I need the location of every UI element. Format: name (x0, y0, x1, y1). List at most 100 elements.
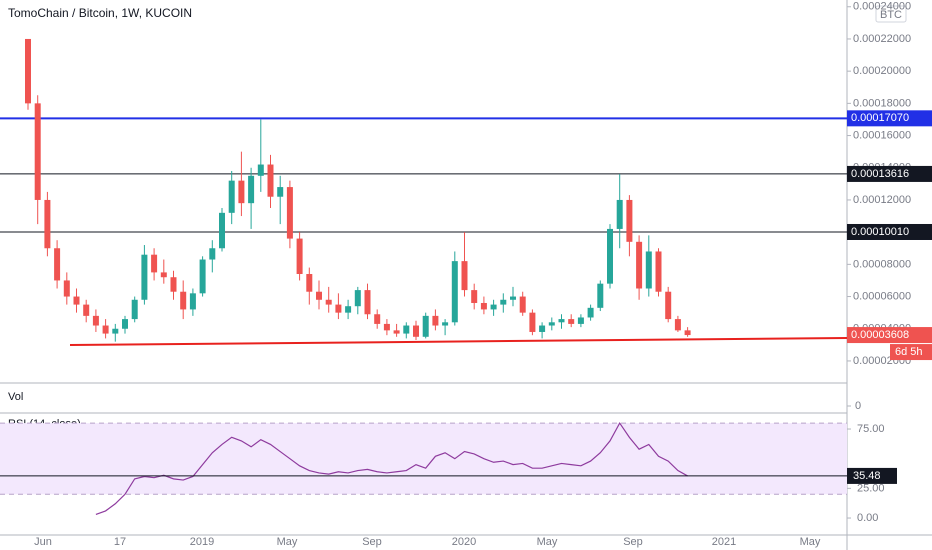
candle-body (189, 293, 196, 310)
candle-body (442, 322, 449, 326)
candle-body (684, 330, 691, 336)
x-tick-label: Sep (362, 536, 382, 548)
candle-body (131, 299, 138, 320)
rsi-value-box (847, 467, 897, 484)
candle-body (519, 296, 526, 313)
candle-body (83, 304, 90, 316)
rsi-value-label: 35.48 (853, 470, 881, 482)
candle-body (141, 254, 148, 300)
candle-body (180, 291, 187, 310)
candle-body (548, 322, 555, 326)
countdown-box (890, 344, 932, 361)
candle-body (209, 248, 216, 260)
candle-body (607, 228, 613, 284)
candle-body (510, 296, 516, 300)
last-price-box (847, 327, 932, 344)
candle-body (403, 325, 410, 334)
y-tick-label: 0.00008000 (853, 258, 911, 270)
trend-line (69, 337, 848, 346)
currency: BTC (880, 9, 902, 21)
candle-body (170, 277, 177, 292)
price-label-box (847, 223, 932, 240)
x-tick-label: 2020 (452, 536, 476, 548)
candle-body (219, 212, 225, 249)
candle-body (432, 315, 439, 326)
candle-body (277, 187, 284, 197)
y-tick-label: 0.00020000 (853, 65, 911, 77)
candle-body (597, 283, 604, 308)
candle-body (267, 164, 274, 197)
candle-body (461, 261, 468, 291)
rsi-tick-label: 0.00 (857, 512, 878, 524)
price-label: 0.00017070 (851, 112, 909, 124)
candle-body (413, 325, 419, 337)
candle-body (34, 103, 41, 200)
candle-body (636, 241, 643, 289)
candle-body (63, 280, 70, 297)
countdown: 6d 5h (895, 346, 923, 358)
x-tick-label: May (800, 536, 821, 548)
candle-body (306, 274, 313, 292)
volume-label: Vol (8, 391, 23, 403)
chart-title: TomoChain / Bitcoin, 1W, KUCOIN (8, 6, 192, 20)
x-tick-label: Jun (34, 536, 52, 548)
candle-body (160, 272, 167, 278)
candle-body (490, 304, 497, 310)
y-tick-label: 0.00012000 (853, 194, 911, 206)
y-tick-label: 0.00022000 (853, 33, 911, 45)
candle-body (286, 187, 293, 239)
currency-box[interactable] (875, 5, 907, 23)
candle-body (325, 299, 332, 305)
candle-body (296, 238, 303, 275)
candle-body (422, 315, 429, 337)
x-tick-label: 2019 (190, 536, 214, 548)
rsi-line (95, 421, 688, 516)
candle-body (364, 290, 371, 315)
candle-body (238, 180, 245, 204)
y-tick-label: 0.00016000 (853, 129, 911, 141)
candle-body (228, 180, 235, 213)
candle-body (316, 291, 322, 300)
candle-body (44, 199, 51, 249)
y-tick-label: 0.00024000 (853, 1, 911, 13)
candle-body (102, 325, 109, 334)
candle-body (471, 290, 478, 303)
candle-body (616, 199, 623, 229)
candle-body (383, 323, 390, 331)
candle-body (335, 304, 342, 313)
y-tick-label: 0.00006000 (853, 290, 911, 302)
x-tick-label: 2021 (712, 536, 736, 548)
y-tick-label: 0.00018000 (853, 97, 911, 109)
candle-body (248, 175, 255, 204)
rsi-tick-label: 75.00 (857, 423, 885, 435)
x-tick-label: 17 (114, 536, 126, 548)
candle-body (54, 248, 61, 281)
candle-body (73, 296, 80, 305)
candle-body (568, 319, 575, 324)
x-tick-label: May (277, 536, 298, 548)
last-price-label: 0.00003608 (851, 329, 909, 341)
candle-body (558, 319, 565, 323)
rsi-tick-label: 25.00 (857, 482, 885, 494)
candle-body (500, 299, 507, 305)
candle-body (112, 328, 119, 334)
candle-body (199, 259, 206, 294)
x-tick-label: May (537, 536, 558, 548)
candle-body (25, 38, 31, 104)
candle-body (92, 315, 99, 326)
price-label: 0.00010010 (851, 226, 909, 238)
candle-body (393, 330, 400, 334)
candle-body (674, 319, 681, 331)
price-label: 0.00013616 (851, 168, 909, 180)
candle-body (374, 314, 381, 324)
candle-body (577, 317, 584, 324)
volume-tick-label: 0 (855, 400, 861, 412)
x-tick-label: Sep (623, 536, 643, 548)
candle-body (539, 325, 546, 332)
candle-body (665, 291, 672, 320)
candle-body (451, 261, 458, 323)
candle-body (354, 290, 361, 307)
candle-body (257, 164, 264, 176)
price-label-box (847, 110, 932, 127)
